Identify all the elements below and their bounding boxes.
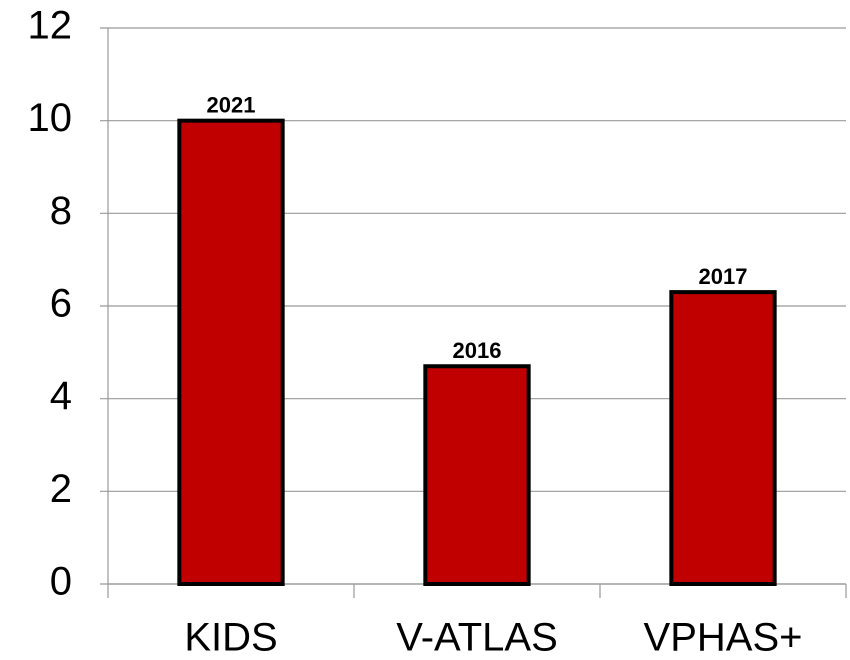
bar-label: 2021: [207, 92, 256, 117]
category-label: KIDS: [184, 616, 277, 660]
y-tick-label: 0: [50, 560, 72, 604]
y-tick-label: 6: [50, 282, 72, 326]
bar: [423, 364, 531, 586]
bar: [669, 290, 777, 586]
y-tick-label: 4: [50, 374, 72, 418]
bar-label: 2017: [699, 264, 748, 289]
y-tick-label: 2: [50, 467, 72, 511]
bar: [177, 118, 285, 587]
category-label: VPHAS+: [644, 616, 803, 660]
bar-label: 2016: [453, 338, 502, 363]
y-tick-label: 8: [50, 189, 72, 233]
category-label: V-ATLAS: [396, 616, 558, 660]
y-tick-label: 10: [28, 96, 73, 140]
y-tick-label: 12: [28, 4, 73, 48]
